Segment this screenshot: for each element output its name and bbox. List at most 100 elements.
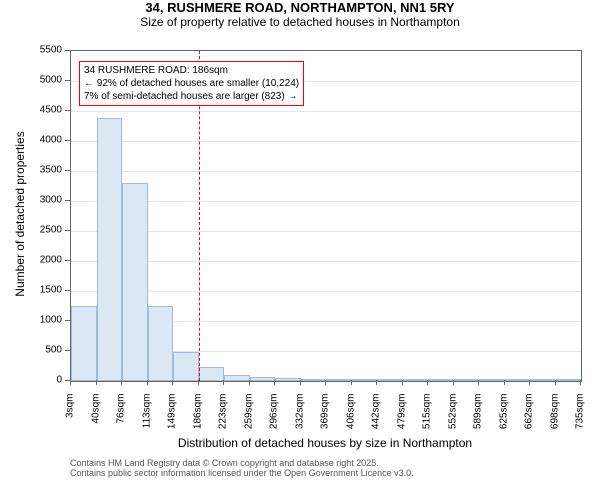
ytick-label: 500 xyxy=(22,345,62,356)
xtick-mark xyxy=(96,380,97,385)
gridline xyxy=(71,111,581,112)
gridline xyxy=(71,171,581,172)
ytick-label: 3500 xyxy=(22,165,62,176)
ytick-label: 1000 xyxy=(22,315,62,326)
xtick-label: 515sqm xyxy=(422,394,433,444)
histogram-bar xyxy=(505,379,531,381)
gridline xyxy=(71,261,581,262)
gridline xyxy=(71,291,581,292)
footer-line-2: Contains public sector information licen… xyxy=(70,468,414,478)
xtick-label: 76sqm xyxy=(116,394,127,444)
xtick-mark xyxy=(70,380,71,385)
ytick-mark xyxy=(65,170,70,171)
xtick-label: 332sqm xyxy=(294,394,305,444)
histogram-bar xyxy=(428,379,454,381)
y-axis-label: Number of detached properties xyxy=(13,49,27,379)
histogram-bar xyxy=(352,379,378,381)
histogram-bar xyxy=(97,118,123,381)
histogram-bar xyxy=(148,306,174,381)
histogram-bar xyxy=(454,379,480,381)
ytick-label: 1500 xyxy=(22,285,62,296)
xtick-mark xyxy=(325,380,326,385)
histogram-bar xyxy=(479,379,505,381)
histogram-bar xyxy=(556,379,582,381)
xtick-mark xyxy=(223,380,224,385)
annotation-line: 7% of semi-detached houses are larger (8… xyxy=(84,90,299,103)
plot-area: 34 RUSHMERE ROAD: 186sqm← 92% of detache… xyxy=(70,50,582,382)
histogram-bar xyxy=(377,379,403,381)
chart-title: 34, RUSHMERE ROAD, NORTHAMPTON, NN1 5RY xyxy=(0,0,600,15)
histogram-bar xyxy=(250,377,276,381)
gridline xyxy=(71,141,581,142)
xtick-label: 40sqm xyxy=(90,394,101,444)
gridline xyxy=(71,231,581,232)
ytick-mark xyxy=(65,230,70,231)
ytick-label: 5000 xyxy=(22,75,62,86)
xtick-mark xyxy=(478,380,479,385)
xtick-label: 223sqm xyxy=(218,394,229,444)
histogram-bar xyxy=(326,379,352,381)
xtick-label: 479sqm xyxy=(396,394,407,444)
xtick-label: 406sqm xyxy=(345,394,356,444)
chart-subtitle: Size of property relative to detached ho… xyxy=(0,15,600,29)
xtick-mark xyxy=(453,380,454,385)
xtick-label: 3sqm xyxy=(65,394,76,444)
xtick-mark xyxy=(580,380,581,385)
xtick-label: 369sqm xyxy=(320,394,331,444)
xtick-label: 113sqm xyxy=(141,394,152,444)
ytick-mark xyxy=(65,80,70,81)
xtick-mark xyxy=(300,380,301,385)
xtick-mark xyxy=(427,380,428,385)
ytick-mark xyxy=(65,110,70,111)
histogram-bar xyxy=(122,183,148,381)
xtick-mark xyxy=(504,380,505,385)
histogram-bar xyxy=(403,379,429,381)
ytick-mark xyxy=(65,50,70,51)
ytick-label: 5500 xyxy=(22,45,62,56)
ytick-mark xyxy=(65,320,70,321)
histogram-bar xyxy=(224,375,250,381)
histogram-bar xyxy=(71,306,97,381)
histogram-bar xyxy=(530,379,556,381)
ytick-label: 4500 xyxy=(22,105,62,116)
histogram-bar xyxy=(275,378,301,381)
attribution-footer: Contains HM Land Registry data © Crown c… xyxy=(70,458,414,478)
ytick-mark xyxy=(65,350,70,351)
xtick-mark xyxy=(555,380,556,385)
xtick-mark xyxy=(351,380,352,385)
xtick-mark xyxy=(198,380,199,385)
histogram-bar xyxy=(199,367,225,381)
ytick-mark xyxy=(65,140,70,141)
xtick-label: 296sqm xyxy=(269,394,280,444)
ytick-mark xyxy=(65,260,70,261)
footer-line-1: Contains HM Land Registry data © Crown c… xyxy=(70,458,414,468)
xtick-label: 186sqm xyxy=(192,394,203,444)
xtick-mark xyxy=(376,380,377,385)
ytick-label: 0 xyxy=(22,375,62,386)
ytick-mark xyxy=(65,290,70,291)
xtick-mark xyxy=(529,380,530,385)
xtick-mark xyxy=(172,380,173,385)
histogram-bar xyxy=(173,352,199,381)
annotation-line: ← 92% of detached houses are smaller (10… xyxy=(84,77,299,90)
xtick-mark xyxy=(249,380,250,385)
xtick-label: 735sqm xyxy=(575,394,586,444)
xtick-label: 589sqm xyxy=(473,394,484,444)
xtick-label: 259sqm xyxy=(243,394,254,444)
ytick-label: 2000 xyxy=(22,255,62,266)
xtick-mark xyxy=(402,380,403,385)
ytick-label: 4000 xyxy=(22,135,62,146)
ytick-label: 3000 xyxy=(22,195,62,206)
xtick-mark xyxy=(147,380,148,385)
xtick-label: 662sqm xyxy=(524,394,535,444)
xtick-mark xyxy=(274,380,275,385)
annotation-box: 34 RUSHMERE ROAD: 186sqm← 92% of detache… xyxy=(79,61,304,106)
xtick-label: 698sqm xyxy=(549,394,560,444)
xtick-label: 149sqm xyxy=(167,394,178,444)
xtick-mark xyxy=(121,380,122,385)
xtick-label: 625sqm xyxy=(498,394,509,444)
xtick-label: 442sqm xyxy=(371,394,382,444)
histogram-bar xyxy=(301,379,327,381)
annotation-line: 34 RUSHMERE ROAD: 186sqm xyxy=(84,64,299,77)
ytick-label: 2500 xyxy=(22,225,62,236)
